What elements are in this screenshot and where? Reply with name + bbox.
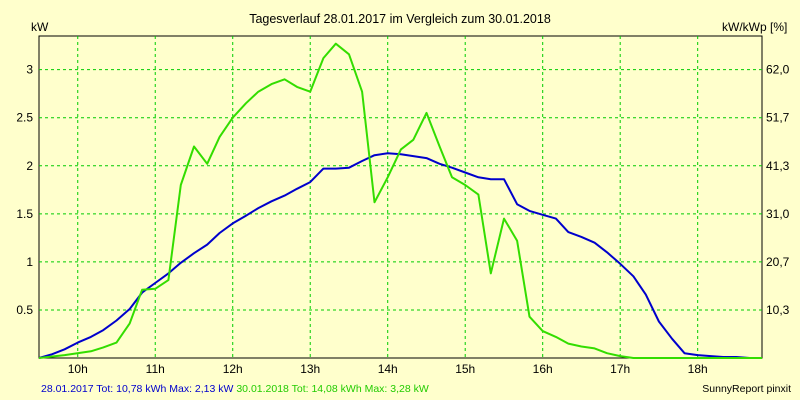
x-tick-label-10h: 10h [68, 362, 88, 376]
y-right-tick-label-2: 31,0 [766, 207, 790, 221]
plot-area [38, 35, 763, 359]
y-left-tick-label-1: 1 [26, 255, 33, 269]
y-right-tick-label-5: 62,0 [766, 63, 790, 77]
y-right-tick-label-1: 20,7 [766, 255, 790, 269]
x-tick-label-18h: 18h [688, 362, 708, 376]
x-tick-label-13h: 13h [300, 362, 320, 376]
series-2-summary: 30.01.2018 Tot: 14,08 kWh Max: 3,28 kW [236, 383, 429, 395]
y-left-tick-label-0: 0.5 [16, 303, 33, 317]
x-tick-label-17h: 17h [610, 362, 630, 376]
y-right-tick-label-3: 41,3 [766, 159, 790, 173]
brand-label: SunnyReport pinxit [702, 383, 791, 395]
series-lines [38, 42, 762, 359]
y-right-tick-label-4: 51,7 [766, 111, 790, 125]
y-left-tick-label-2: 1.5 [16, 207, 33, 221]
y-left-tick-label-4: 2.5 [16, 111, 33, 125]
y-right-tick-label-0: 10,3 [766, 303, 790, 317]
x-tick-label-11h: 11h [146, 362, 165, 376]
x-tick-label-15h: 15h [455, 362, 475, 376]
chart-title: Tagesverlauf 28.01.2017 im Vergleich zum… [249, 12, 551, 26]
y-axis-right-label: kW/kWp [%] [722, 20, 787, 34]
x-tick-label-16h: 16h [533, 362, 553, 376]
series-line-2 [38, 42, 762, 359]
y-left-tick-label-3: 2 [26, 159, 33, 173]
axis-ticks: 10h 11h 12h 13h 14h 15h 16h 17h 18h 0.5 10,3 1 20,7 1… [16, 63, 789, 376]
x-tick-label-12h: 12h [223, 362, 243, 376]
footer-summary: 28.01.2017 Tot: 10,78 kWh Max: 2,13 kW 3… [41, 383, 429, 395]
grid [39, 36, 762, 358]
series-1-summary: 28.01.2017 Tot: 10,78 kWh Max: 2,13 kW [41, 383, 234, 395]
x-tick-label-14h: 14h [378, 362, 398, 376]
y-left-tick-label-5: 3 [26, 63, 33, 77]
series-line-1 [38, 152, 762, 359]
y-axis-left-label: kW [31, 20, 49, 34]
